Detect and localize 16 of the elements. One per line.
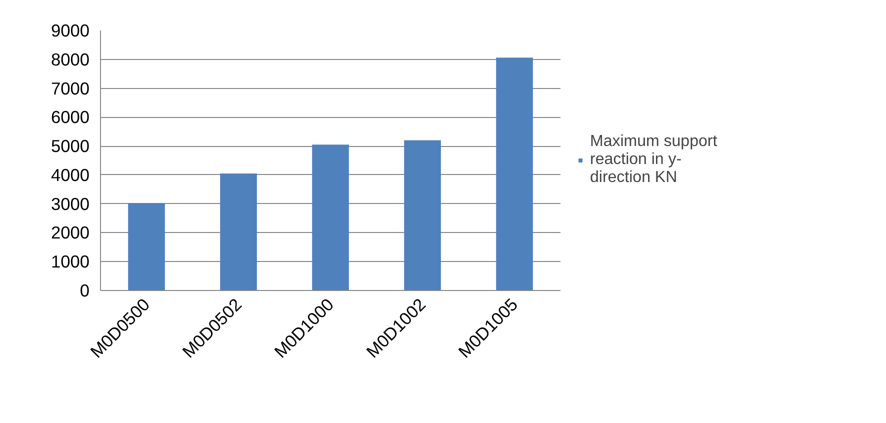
bar — [496, 58, 533, 290]
y-tick-label: 0 — [80, 280, 90, 300]
y-tick-label: 5000 — [50, 136, 90, 156]
y-tick-label: 2000 — [50, 222, 90, 243]
bar — [220, 174, 257, 290]
y-tick-label: 9000 — [50, 20, 90, 40]
bar — [312, 144, 349, 290]
y-tick-label: 6000 — [50, 107, 90, 128]
y-tick-label: 4000 — [50, 164, 90, 185]
y-tick-label: 7000 — [50, 78, 90, 98]
y-tick-label: 8000 — [50, 49, 90, 70]
y-tick-label: 3000 — [50, 194, 90, 214]
bar — [128, 202, 165, 290]
legend-label: Maximum support reaction in y- direction KN — [590, 133, 718, 187]
y-tick-label: 1000 — [50, 252, 90, 272]
bar — [404, 140, 441, 290]
